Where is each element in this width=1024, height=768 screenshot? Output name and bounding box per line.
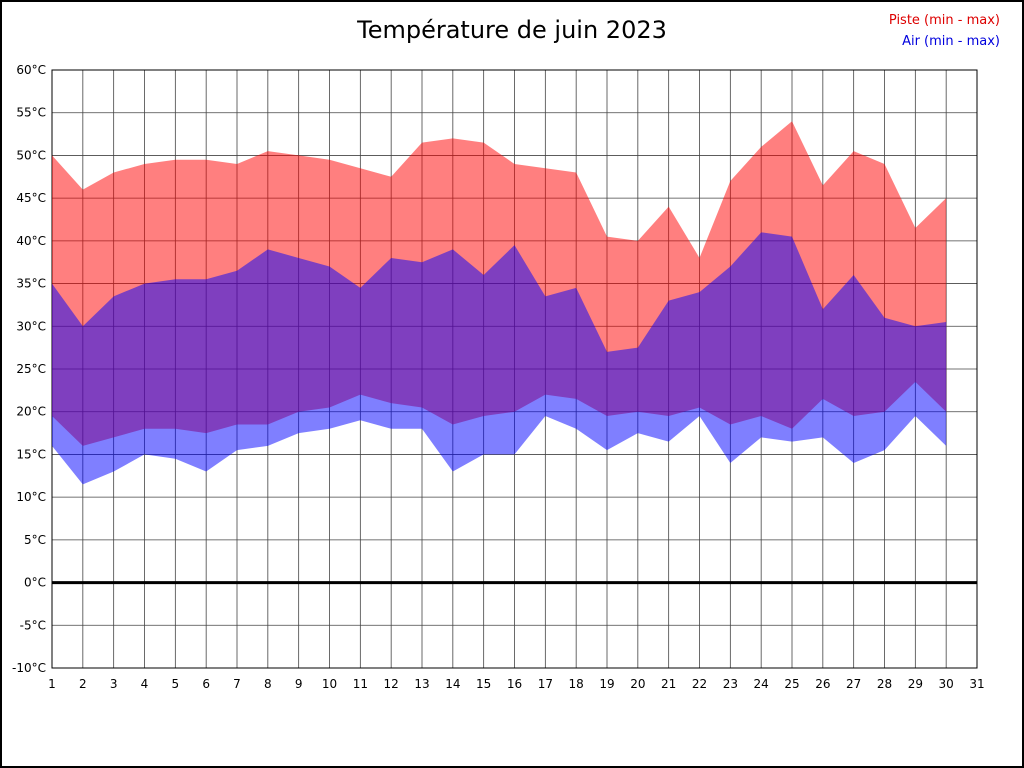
x-tick-label: 4 [141,677,149,691]
legend: Piste (min - max) Air (min - max) [889,10,1000,52]
y-tick-label: 30°C [16,319,46,333]
x-tick-label: 25 [784,677,799,691]
x-tick-label: 27 [846,677,861,691]
y-tick-label: 60°C [16,63,46,77]
x-tick-label: 15 [476,677,491,691]
x-tick-label: 1 [48,677,56,691]
chart-title: Température de juin 2023 [357,16,667,44]
x-tick-label: 23 [723,677,738,691]
y-tick-label: 20°C [16,405,46,419]
x-tick-label: 2 [79,677,87,691]
band-air [52,232,947,485]
x-tick-label: 29 [908,677,923,691]
y-tick-label: 50°C [16,148,46,162]
x-tick-label: 13 [414,677,429,691]
y-tick-label: 40°C [16,234,46,248]
y-tick-label: -5°C [20,618,46,632]
x-tick-label: 12 [384,677,399,691]
y-tick-label: 15°C [16,447,46,461]
x-tick-label: 14 [445,677,460,691]
x-tick-label: 19 [599,677,614,691]
legend-item-piste: Piste (min - max) [888,13,1000,28]
x-tick-label: 7 [233,677,241,691]
y-tick-label: -10°C [12,661,46,675]
x-tick-label: 18 [569,677,584,691]
x-tick-label: 28 [877,677,892,691]
y-tick-label: 0°C [24,576,46,590]
x-tick-label: 21 [661,677,676,691]
legend-item-air: Air (min - max) [902,34,1000,49]
x-tick-label: 5 [172,677,180,691]
x-tick-label: 30 [939,677,954,691]
y-tick-label: 55°C [16,106,46,120]
x-tick-label: 3 [110,677,118,691]
x-tick-label: 20 [630,677,645,691]
y-tick-label: 45°C [16,191,46,205]
x-tick-label: 26 [815,677,830,691]
x-tick-label: 8 [264,677,272,691]
y-tick-label: 5°C [24,533,46,547]
y-tick-label: 10°C [16,490,46,504]
x-tick-label: 17 [538,677,553,691]
x-tick-label: 6 [202,677,210,691]
x-tick-label: 24 [754,677,769,691]
x-tick-label: 31 [969,677,984,691]
y-tick-label: 35°C [16,277,46,291]
x-tick-label: 16 [507,677,522,691]
y-tick-label: 25°C [16,362,46,376]
x-tick-label: 9 [295,677,303,691]
x-tick-label: 10 [322,677,337,691]
x-tick-label: 22 [692,677,707,691]
x-tick-label: 11 [353,677,368,691]
